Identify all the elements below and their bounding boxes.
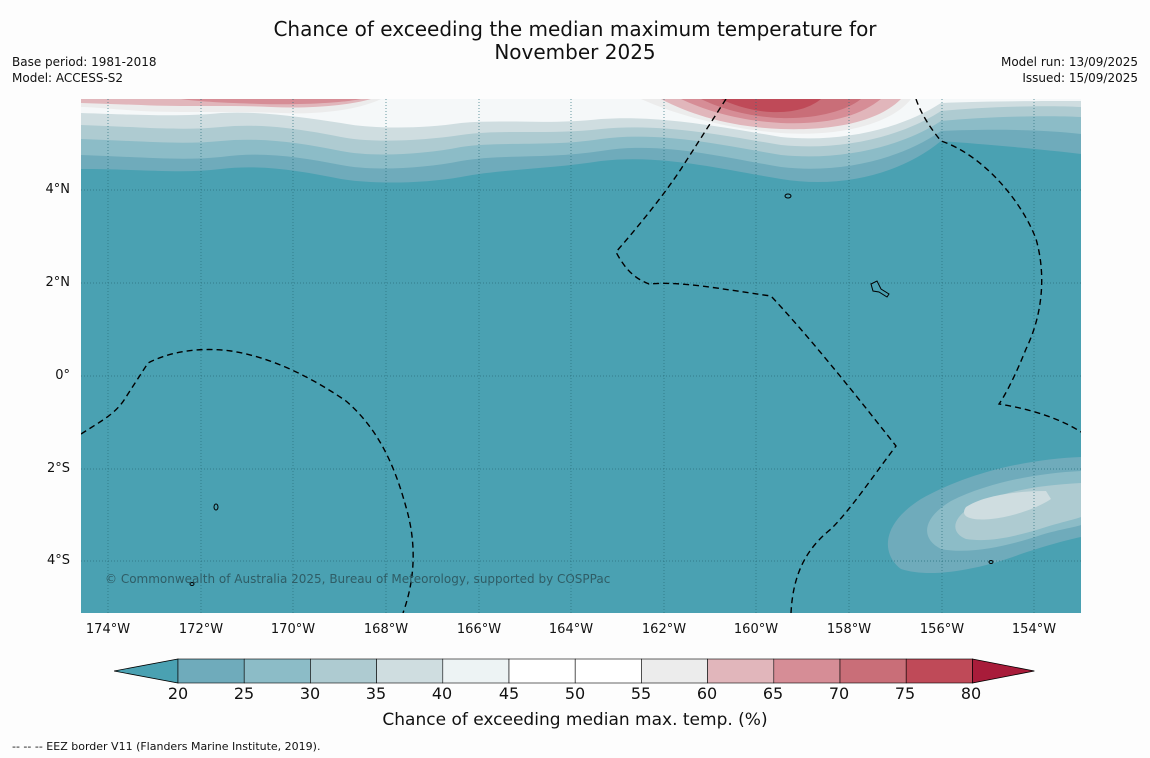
lon-label-158w: 158°W: [826, 622, 872, 637]
cbar-tick-55: 55: [630, 684, 652, 703]
model-run: Model run: 13/09/2025: [1000, 55, 1138, 69]
model-name: Model: ACCESS-S2: [12, 71, 124, 85]
lon-label-174w: 174°W: [85, 622, 131, 637]
cbar-tick-40: 40: [431, 684, 453, 703]
lat-label-2n: 2°N: [45, 275, 71, 290]
cbar-tick-30: 30: [299, 684, 321, 703]
contour-band-70-west: [181, 99, 361, 105]
lon-label-156w: 156°W: [919, 622, 965, 637]
cbar-segment: [177, 658, 245, 684]
cbar-tick-20: 20: [167, 684, 189, 703]
se-patch-45: [963, 491, 1051, 520]
title-line-2: November 2025: [494, 40, 656, 64]
cbar-tick-65: 65: [762, 684, 784, 703]
cbar-segment: [243, 658, 311, 684]
lon-label-162w: 162°W: [641, 622, 687, 637]
cbar-extend-low: [114, 658, 179, 684]
cbar-tick-80: 80: [960, 684, 982, 703]
meta-left: Base period: 1981-2018 Model: ACCESS-S2: [12, 54, 157, 86]
copyright-note: © Commonwealth of Australia 2025, Bureau…: [105, 572, 611, 586]
eez-footnote: -- -- -- EEZ border V11 (Flanders Marine…: [12, 740, 321, 753]
lat-label-4n: 4°N: [45, 182, 71, 197]
lat-label-2s: 2°S: [46, 461, 70, 476]
cbar-tick-50: 50: [564, 684, 586, 703]
meta-right: Model run: 13/09/2025 Issued: 15/09/2025: [1001, 54, 1138, 86]
cbar-tick-45: 45: [498, 684, 520, 703]
map-graphic: [81, 99, 1081, 613]
lon-label-160w: 160°W: [733, 622, 779, 637]
cbar-segment: [508, 658, 576, 684]
colorbar: [114, 658, 1035, 684]
lon-label-168w: 168°W: [363, 622, 409, 637]
cbar-tick-60: 60: [696, 684, 718, 703]
cbar-extend-high: [972, 658, 1035, 684]
cbar-segment: [442, 658, 510, 684]
colorbar-title: Chance of exceeding median max. temp. (%…: [382, 710, 768, 730]
lat-label-0: 0°: [55, 368, 70, 383]
lat-label-4s: 4°S: [46, 553, 70, 568]
cbar-segment: [641, 658, 708, 684]
cbar-segment: [905, 658, 973, 684]
map-panel: [81, 99, 1081, 613]
cbar-tick-75: 75: [894, 684, 916, 703]
title-line-1: Chance of exceeding the median maximum t…: [273, 17, 877, 41]
lon-label-154w: 154°W: [1011, 622, 1057, 637]
cbar-segment: [574, 658, 642, 684]
lon-label-172w: 172°W: [178, 622, 224, 637]
islands: [189, 193, 994, 586]
cbar-segment: [376, 658, 444, 684]
eez-borders: [81, 99, 1081, 613]
cbar-segment: [839, 658, 907, 684]
cbar-segment: [707, 658, 775, 684]
lon-label-170w: 170°W: [270, 622, 316, 637]
base-period: Base period: 1981-2018: [12, 55, 157, 69]
cbar-tick-25: 25: [233, 684, 255, 703]
cbar-segment: [773, 658, 841, 684]
lon-label-164w: 164°W: [548, 622, 594, 637]
issued-date: Issued: 15/09/2025: [1022, 71, 1138, 85]
contour-band-80: [721, 99, 821, 113]
map-title: Chance of exceeding the median maximum t…: [0, 18, 1150, 64]
cbar-tick-70: 70: [828, 684, 850, 703]
lon-label-166w: 166°W: [456, 622, 502, 637]
cbar-segment: [310, 658, 377, 684]
cbar-tick-35: 35: [365, 684, 387, 703]
